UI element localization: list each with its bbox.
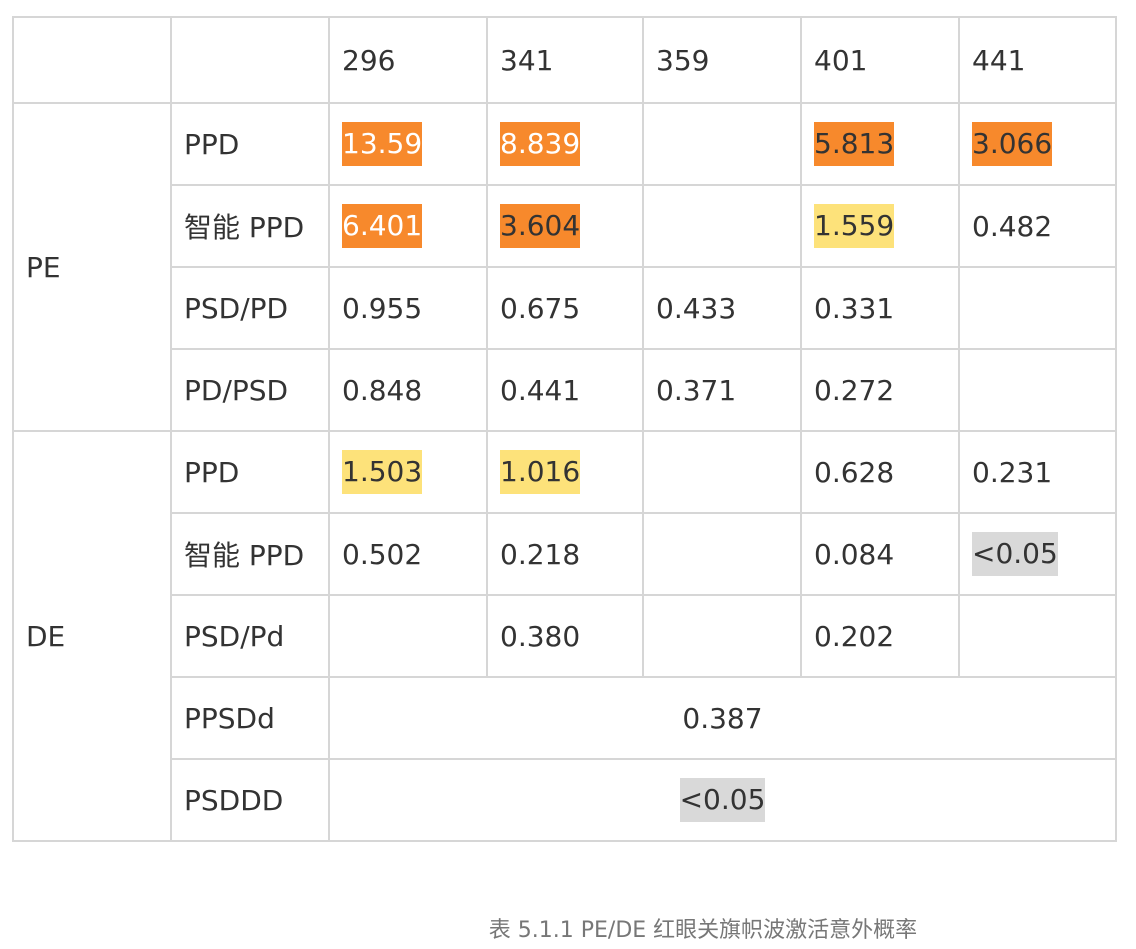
value-cell: 0.502	[328, 512, 488, 596]
highlighted-value: <0.05	[972, 532, 1058, 576]
value-cell: 0.371	[642, 348, 802, 432]
table-row: PSD/Pd 0.380 0.202	[13, 594, 1117, 678]
value-cell	[642, 512, 802, 596]
value-cell	[958, 266, 1117, 350]
value-cell	[642, 430, 802, 514]
table-row: PSDDD <0.05	[13, 758, 1117, 842]
row-label: PPD	[170, 102, 330, 186]
highlighted-value: 5.813	[814, 122, 895, 166]
value-cell: 1.016	[486, 430, 644, 514]
row-label: PSD/PD	[170, 266, 330, 350]
table-row: PD/PSD 0.848 0.441 0.371 0.272	[13, 348, 1117, 432]
value-cell: 0.482	[958, 184, 1117, 268]
value-cell	[958, 594, 1117, 678]
value-cell: 0.433	[642, 266, 802, 350]
value-cell	[642, 102, 802, 186]
value-cell: 0.628	[800, 430, 960, 514]
header-cell-empty	[12, 16, 172, 104]
value-cell	[328, 594, 488, 678]
table-row: 智能 PPD 0.502 0.218 0.084 <0.05	[13, 512, 1117, 596]
value-cell: 0.218	[486, 512, 644, 596]
row-label: 智能 PPD	[170, 512, 330, 596]
value-cell	[642, 594, 802, 678]
value-cell: 13.59	[328, 102, 488, 186]
value-cell: 0.955	[328, 266, 488, 350]
value-cell: 0.272	[800, 348, 960, 432]
value-cell: 0.202	[800, 594, 960, 678]
value-cell: 1.559	[800, 184, 960, 268]
value-cell: 0.084	[800, 512, 960, 596]
highlighted-value: 1.503	[342, 450, 423, 494]
highlighted-value: 8.839	[500, 122, 581, 166]
header-cell-401: 401	[800, 16, 960, 104]
value-cell: 0.331	[800, 266, 960, 350]
header-cell-341: 341	[486, 16, 644, 104]
value-cell	[642, 184, 802, 268]
table-row: PE PPD 13.59 8.839 5.813 3.066	[12, 102, 1117, 432]
highlighted-value: <0.05	[679, 778, 766, 822]
row-label: PSD/Pd	[170, 594, 330, 678]
value-cell: 8.839	[486, 102, 644, 186]
header-cell-359: 359	[642, 16, 802, 104]
header-cell-296: 296	[328, 16, 488, 104]
highlighted-value: 1.016	[500, 450, 581, 494]
value-cell	[958, 348, 1117, 432]
value-cell: 0.848	[328, 348, 488, 432]
merged-value-cell: 0.387	[328, 676, 1117, 760]
value-cell: 0.231	[958, 430, 1117, 514]
table-row: 智能 PPD 6.401 3.604 1.559 0.482	[13, 184, 1117, 268]
row-label: PPSDd	[170, 676, 330, 760]
value-cell: 0.441	[486, 348, 644, 432]
highlighted-value: 1.559	[814, 204, 895, 248]
highlighted-value: 6.401	[342, 204, 423, 248]
value-cell: 0.380	[486, 594, 644, 678]
probability-table: 296 341 359 401 441 PE PPD 13.59 8.839 5…	[12, 16, 1117, 842]
value-cell: 6.401	[328, 184, 488, 268]
group-label-pe: PE	[12, 102, 172, 432]
header-cell-441: 441	[958, 16, 1117, 104]
header-cell-empty	[170, 16, 330, 104]
header-row: 296 341 359 401 441	[12, 16, 1117, 104]
value-cell: 3.604	[486, 184, 644, 268]
group-label-de: DE	[12, 430, 172, 842]
row-label: PPD	[170, 430, 330, 514]
value-cell: 5.813	[800, 102, 960, 186]
value-cell: 0.675	[486, 266, 644, 350]
highlighted-value: 3.604	[500, 204, 581, 248]
merged-value-cell: <0.05	[328, 758, 1117, 842]
table-row: PPSDd 0.387	[13, 676, 1117, 760]
value-cell: <0.05	[958, 512, 1117, 596]
row-label: PD/PSD	[170, 348, 330, 432]
value-cell: 1.503	[328, 430, 488, 514]
highlighted-value: 13.59	[342, 122, 423, 166]
row-label: 智能 PPD	[170, 184, 330, 268]
table-row: PSD/PD 0.955 0.675 0.433 0.331	[13, 266, 1117, 350]
highlighted-value: 3.066	[972, 122, 1053, 166]
value-cell: 3.066	[958, 102, 1117, 186]
table-caption: 表 5.1.1 PE/DE 红眼关旗帜波激活意外概率	[488, 918, 918, 943]
table-row: DE PPD 1.503 1.016 0.628 0.231	[12, 430, 1117, 842]
row-label: PSDDD	[170, 758, 330, 842]
